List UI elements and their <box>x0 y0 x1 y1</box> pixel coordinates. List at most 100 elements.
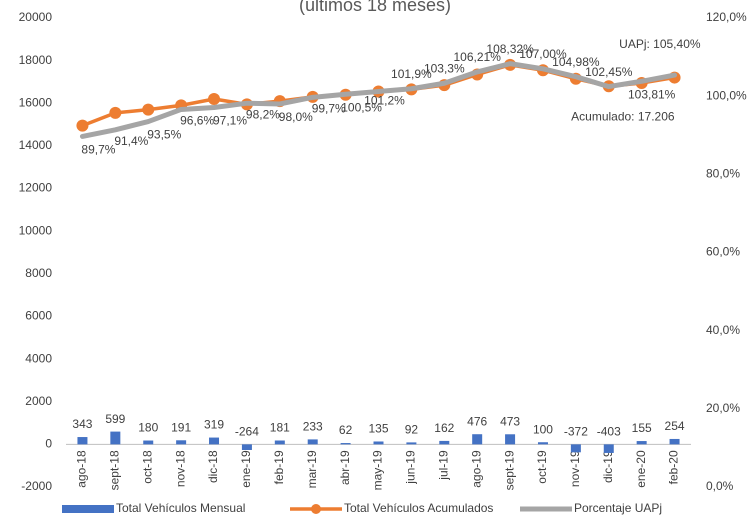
bar <box>537 442 548 445</box>
bar <box>209 437 220 445</box>
bar-label: 92 <box>405 423 419 437</box>
line <box>79 61 678 139</box>
y2-tick-label: 40,0% <box>706 323 740 337</box>
bar-label: 343 <box>72 417 92 431</box>
data-label: 103,3% <box>424 61 465 75</box>
data-label: 101,9% <box>391 67 432 81</box>
x-tick-label: ene-20 <box>634 450 648 488</box>
y-tick-label: 6000 <box>25 309 52 323</box>
data-label: 102,45% <box>585 65 633 79</box>
y2-tick-label: 100,0% <box>706 88 747 102</box>
bar-label: 233 <box>303 420 323 434</box>
data-label: 93,5% <box>147 128 181 142</box>
x-tick-label: jul-19 <box>436 450 450 481</box>
data-label: UAPj: 105,40% <box>619 37 701 51</box>
y-tick-label: 2000 <box>25 394 52 408</box>
bar <box>406 442 417 445</box>
data-label: 101,2% <box>364 94 405 108</box>
y-tick-label: 16000 <box>19 95 53 109</box>
data-label: 89,7% <box>81 143 115 157</box>
legend-label: Porcentaje UAPj <box>574 501 662 515</box>
bar <box>143 440 154 445</box>
data-label: 96,6% <box>180 114 214 128</box>
data-label: 91,4% <box>114 134 148 148</box>
line-marker <box>109 106 122 119</box>
x-tick-label: ene-19 <box>239 450 253 488</box>
bar-label: 473 <box>500 414 520 428</box>
data-label: Acumulado: 17.206 <box>571 110 675 124</box>
x-tick-label: dic-19 <box>601 450 615 483</box>
bar-label: 476 <box>467 414 487 428</box>
data-label: 108,32% <box>486 42 534 56</box>
y-tick-label: 20000 <box>19 10 53 24</box>
bar-label: 100 <box>533 422 553 436</box>
y2-tick-label: 20,0% <box>706 401 740 415</box>
bar-label: 135 <box>368 422 388 436</box>
line-marker <box>142 103 155 116</box>
bar-label: 180 <box>138 421 158 435</box>
chart-title: (últimos 18 meses) <box>299 0 451 15</box>
data-label: 98,2% <box>246 107 280 121</box>
bar-label: -372 <box>564 425 588 439</box>
line-marker <box>208 93 221 106</box>
bar-label: 599 <box>105 412 125 426</box>
bar <box>241 444 252 450</box>
data-label: 103,81% <box>628 87 676 101</box>
line-marker <box>76 119 89 132</box>
bar-label: 254 <box>665 419 685 433</box>
bar <box>439 440 450 445</box>
bar <box>340 443 351 445</box>
x-tick-label: mar-19 <box>305 450 319 488</box>
bar <box>274 440 285 445</box>
x-tick-label: sept-18 <box>108 450 122 490</box>
bar <box>176 440 187 445</box>
y2-tick-label: 120,0% <box>706 10 747 24</box>
y-tick-label: 10000 <box>19 223 53 237</box>
x-tick-label: nov-18 <box>173 450 187 487</box>
x-tick-label: abr-19 <box>338 450 352 485</box>
bar <box>472 434 483 445</box>
bar <box>77 437 88 445</box>
x-tick-label: oct-18 <box>140 450 154 484</box>
bar-label: 162 <box>434 421 454 435</box>
y-tick-label: 8000 <box>25 266 52 280</box>
data-label: 107,00% <box>519 47 567 61</box>
data-label: 98,0% <box>279 110 313 124</box>
data-label: 97,1% <box>213 114 247 128</box>
bar-label: 62 <box>339 423 353 437</box>
data-label: 106,21% <box>453 50 501 64</box>
bar-label: 181 <box>270 421 290 435</box>
bar-label: 191 <box>171 420 191 434</box>
bar <box>373 441 384 445</box>
bar <box>110 431 121 445</box>
y-tick-label: -2000 <box>21 479 52 493</box>
x-tick-label: dic-18 <box>206 450 220 483</box>
x-tick-label: jun-19 <box>404 450 418 485</box>
bar-label: -264 <box>235 425 259 439</box>
x-tick-label: feb-20 <box>667 450 681 484</box>
y-tick-label: 12000 <box>19 181 53 195</box>
x-tick-label: oct-19 <box>535 450 549 484</box>
x-tick-label: ago-19 <box>469 450 483 488</box>
bar <box>636 441 647 445</box>
data-label: 100,5% <box>341 100 382 114</box>
bar <box>505 434 516 445</box>
legend-marker <box>311 504 321 514</box>
bar-label: -403 <box>597 425 621 439</box>
y2-tick-label: 0,0% <box>706 479 734 493</box>
data-label: 104,98% <box>552 55 600 69</box>
bar-label: 155 <box>632 421 652 435</box>
x-tick-label: sept-19 <box>502 450 516 490</box>
legend-label: Total Vehículos Acumulados <box>344 501 493 515</box>
y-tick-label: 0 <box>45 437 52 451</box>
x-tick-label: may-19 <box>371 450 385 490</box>
y-tick-label: 18000 <box>19 53 53 67</box>
y-tick-label: 4000 <box>25 351 52 365</box>
y2-tick-label: 60,0% <box>706 245 740 259</box>
bar-label: 319 <box>204 418 224 432</box>
legend-label: Total Vehículos Mensual <box>116 501 245 515</box>
bar <box>570 444 581 453</box>
x-tick-label: feb-19 <box>272 450 286 484</box>
y-tick-label: 14000 <box>19 138 53 152</box>
